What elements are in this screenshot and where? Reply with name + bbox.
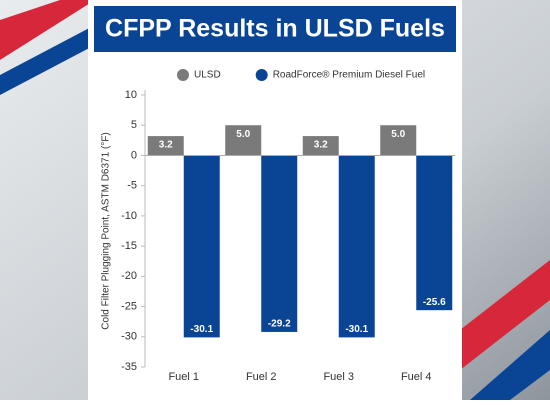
- legend-label: ULSD: [194, 70, 221, 81]
- y-axis-label: Cold Filter Plugging Point, ASTM D6371 (…: [101, 132, 112, 329]
- data-label: 5.0: [391, 129, 405, 140]
- y-tick-label: -30: [121, 331, 137, 343]
- bar: [302, 136, 339, 156]
- data-label: -30.1: [190, 324, 213, 335]
- y-tick-label: 10: [125, 89, 137, 101]
- x-tick-label: Fuel 3: [323, 371, 354, 383]
- data-label: -25.6: [423, 297, 446, 308]
- title-band: [94, 6, 456, 52]
- y-tick-label: -20: [121, 270, 137, 282]
- y-tick-label: -35: [121, 361, 137, 373]
- y-tick-label: 0: [131, 149, 137, 161]
- x-tick-label: Fuel 4: [401, 371, 432, 383]
- stripe: [460, 260, 550, 370]
- data-label: -30.1: [345, 324, 368, 335]
- x-tick-label: Fuel 2: [246, 371, 277, 383]
- y-tick-label: -5: [127, 180, 137, 192]
- data-label: 3.2: [314, 140, 328, 151]
- bar: [338, 155, 375, 338]
- chart-title: CFPP Results in ULSD Fuels: [105, 15, 445, 43]
- bar: [416, 155, 453, 311]
- bar: [380, 125, 417, 156]
- x-tick-label: Fuel 1: [168, 371, 199, 383]
- stripe: [470, 330, 550, 400]
- y-tick-label: -15: [121, 240, 137, 252]
- data-label: -29.2: [268, 319, 291, 330]
- legend-marker: [255, 69, 268, 81]
- bar: [183, 155, 220, 338]
- legend-marker: [177, 69, 189, 81]
- data-label: 5.0: [236, 129, 250, 140]
- y-tick-label: -25: [121, 300, 137, 312]
- bar: [147, 136, 184, 156]
- bar: [261, 155, 298, 332]
- stripe: [0, 0, 95, 60]
- y-tick-label: -10: [121, 210, 137, 222]
- stripe: [0, 25, 95, 95]
- bar: [225, 125, 262, 156]
- data-label: 3.2: [159, 140, 173, 151]
- y-tick-label: 5: [131, 119, 137, 131]
- legend-label: RoadForce® Premium Diesel Fuel: [273, 70, 425, 81]
